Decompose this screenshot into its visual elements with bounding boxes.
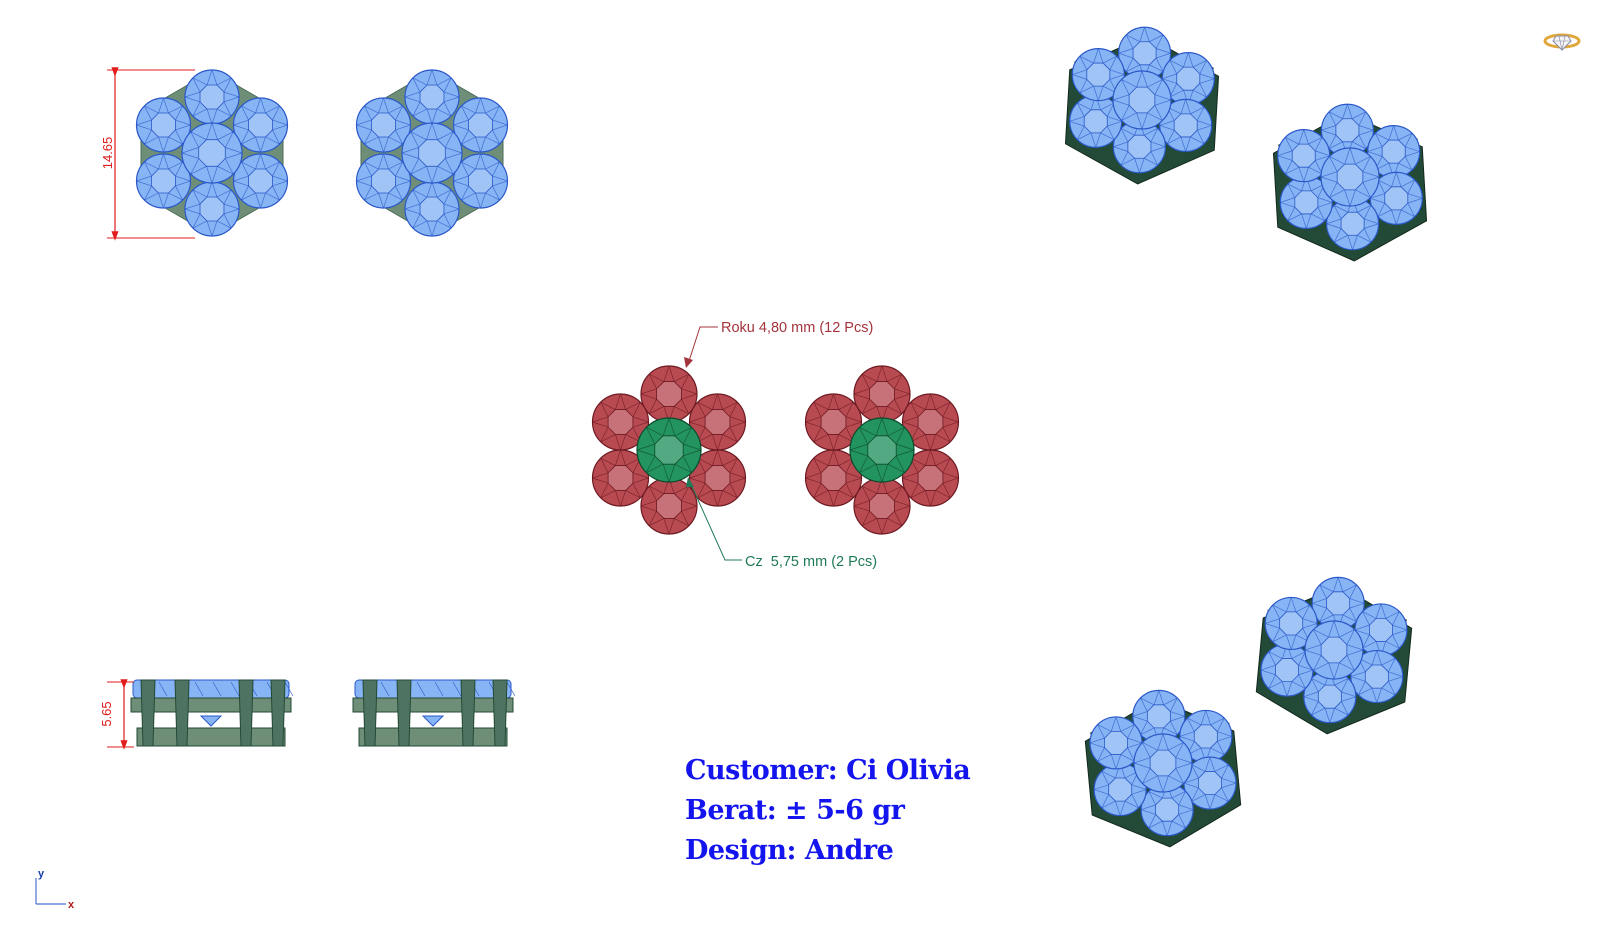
stone-outer (1179, 709, 1233, 764)
callout-ruby: Roku 4,80 mm (12 Pcs) (684, 320, 873, 368)
stone-outer (1159, 98, 1213, 152)
stone-outer (452, 153, 509, 209)
stone-outer (184, 69, 240, 125)
stone-center (1320, 147, 1380, 207)
callout-cz: Cz 5,75 mm (2 Pcs) (686, 477, 877, 570)
stone-outer (232, 153, 289, 209)
stone-outer (135, 153, 192, 209)
ruby-stone (804, 449, 863, 507)
ruby-stone (901, 393, 960, 451)
stone-outer (404, 181, 460, 237)
ruby-stone (853, 365, 911, 423)
ruby-stone (688, 449, 747, 507)
stone-outer (1367, 125, 1421, 179)
metal-prong (270, 679, 286, 747)
customer-label: Customer: Ci Olivia (685, 755, 971, 786)
earring-top-view-left (135, 69, 289, 237)
emerald-stone (849, 417, 915, 483)
stone-outer (1350, 649, 1404, 704)
ruby-stone (591, 393, 650, 451)
stone-outer (355, 97, 412, 153)
stone-pavilion (199, 715, 223, 727)
ruby-stone (901, 449, 960, 507)
metal-prong (140, 679, 156, 747)
dimension-top-width-label: 14.65 (100, 137, 115, 170)
stone-center (401, 122, 463, 184)
stone-outer (1132, 689, 1186, 743)
stone-outer (404, 69, 460, 125)
stone-outer (1140, 783, 1194, 837)
gem-layout-right (804, 365, 960, 535)
earring-perspective-1 (1064, 26, 1220, 185)
stone-crown-row (132, 679, 290, 699)
stone-outer (1264, 596, 1318, 651)
designer-label: Design: Andre (685, 835, 894, 866)
metal-prong (238, 679, 254, 747)
dimension-top-width: 14.65 (100, 67, 195, 241)
ruby-stone (640, 477, 698, 535)
metal-band-bottom (358, 727, 508, 747)
earring-perspective-2 (1272, 103, 1428, 262)
metal-band-bottom (136, 727, 286, 747)
ruby-stone (804, 393, 863, 451)
ruby-stone (640, 365, 698, 423)
stone-outer (1325, 197, 1380, 251)
stone-outer (355, 153, 412, 209)
earring-side-view-right (352, 679, 516, 747)
ruby-stone (688, 393, 747, 451)
stone-outer (135, 97, 192, 153)
stone-outer (1260, 643, 1314, 697)
metal-prong (460, 679, 476, 747)
stone-outer (1320, 103, 1375, 157)
axis-triad-icon: y x (35, 868, 75, 911)
stone-outer (1089, 716, 1143, 770)
stone-center (1304, 620, 1364, 680)
dimension-side-height-label: 5.65 (99, 701, 114, 726)
callout-cz-text: Cz 5,75 mm (2 Pcs) (745, 554, 877, 570)
callout-ruby-text: Roku 4,80 mm (12 Pcs) (721, 320, 873, 336)
earring-perspective-4 (1084, 689, 1242, 848)
stone-pavilion (421, 715, 445, 727)
ruby-stone (853, 477, 911, 535)
earring-top-view-right (355, 69, 509, 237)
stone-outer (1112, 120, 1167, 174)
stone-outer (1303, 670, 1357, 724)
metal-band-top (352, 697, 514, 713)
stone-outer (1093, 762, 1147, 817)
ring-logo-icon (1543, 33, 1581, 51)
axis-x-label: x (68, 899, 75, 911)
stone-outer (452, 97, 509, 153)
stone-center (1112, 70, 1172, 130)
emerald-stone (636, 417, 702, 483)
stone-outer (232, 97, 289, 153)
stone-outer (1369, 171, 1423, 225)
dimension-side-height: 5.65 (99, 679, 134, 750)
stone-outer (1071, 48, 1125, 102)
stone-outer (1117, 26, 1172, 80)
weight-label: Berat: ± 5-6 gr (685, 795, 905, 826)
earring-perspective-3 (1255, 576, 1413, 735)
metal-prong (362, 679, 378, 747)
metal-prong (492, 679, 508, 747)
stone-outer (184, 181, 240, 237)
stone-center (181, 122, 243, 184)
stone-center (1133, 733, 1193, 793)
metal-prong (396, 679, 412, 747)
stone-outer (1279, 175, 1333, 229)
gem-layout-left (591, 365, 747, 535)
metal-prong (174, 679, 190, 747)
metal-band-top (130, 697, 292, 713)
axis-y-label: y (38, 868, 45, 880)
earring-side-view-left (130, 679, 294, 747)
stone-outer (1069, 94, 1123, 148)
stone-crown-row (354, 679, 512, 699)
stone-outer (1183, 756, 1237, 810)
